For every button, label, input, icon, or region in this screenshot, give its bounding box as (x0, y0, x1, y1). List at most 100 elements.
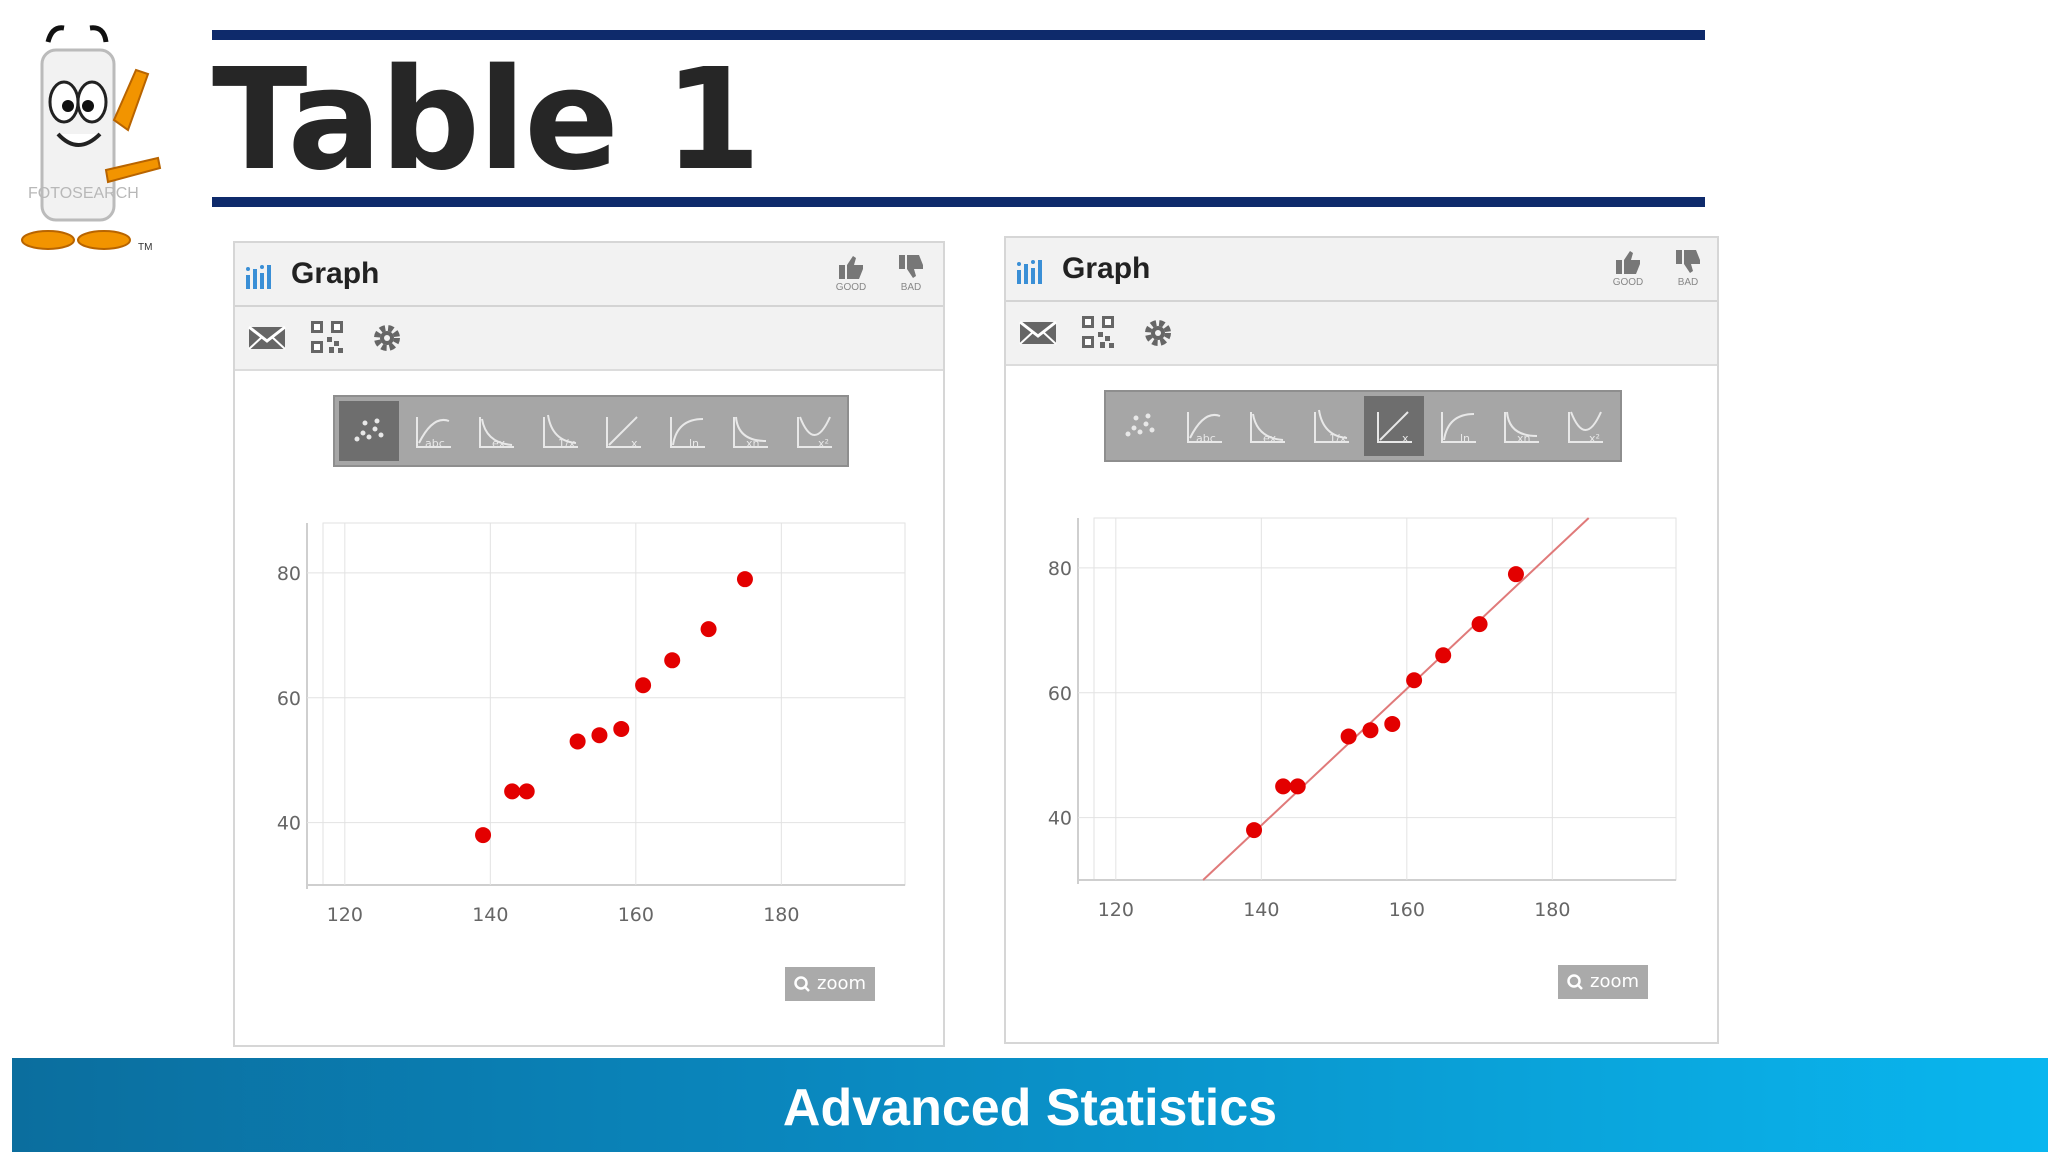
x-tick-label: 120 (1098, 899, 1134, 921)
thumbs-up-icon (1616, 251, 1640, 274)
y-tick-label: 40 (1048, 808, 1072, 830)
power-icon: xn (1504, 411, 1539, 445)
data-point (1289, 778, 1306, 795)
svg-text:ex: ex (492, 437, 506, 450)
title-rule-top (212, 30, 1705, 40)
bad-button[interactable]: BAD (1666, 246, 1710, 294)
data-point (1435, 647, 1452, 664)
x-tick-label: 140 (1243, 899, 1279, 921)
regression-button-power[interactable]: xn (1491, 396, 1551, 456)
regression-button-logarithmic[interactable]: ln (657, 401, 717, 461)
data-point (1507, 566, 1524, 583)
gear-icon[interactable] (367, 321, 407, 355)
exponential-icon: ex (479, 417, 514, 450)
panel-header: Graph GOOD BAD (235, 243, 943, 307)
polynomial-abc-icon: abc (1186, 412, 1222, 445)
qr-code-icon[interactable] (307, 321, 347, 355)
panel-toolbar (235, 307, 943, 371)
svg-text:x²: x² (1589, 432, 1600, 445)
scatter-plot: 120 140 160 180 40 60 80 (277, 522, 906, 926)
gear-icon[interactable] (1138, 316, 1178, 350)
regression-button-logarithmic[interactable]: ln (1428, 396, 1488, 456)
panel-toolbar (1006, 302, 1717, 366)
thumbs-down-icon (1676, 250, 1700, 273)
trend-line (1202, 517, 1590, 881)
data-point (1471, 616, 1488, 633)
good-button[interactable]: GOOD (1606, 246, 1650, 294)
thumbs-down-icon (899, 255, 923, 278)
x-tick-label: 120 (327, 904, 363, 926)
svg-text:TM: TM (138, 242, 152, 250)
y-tick-label: 60 (277, 688, 301, 710)
y-tick-label: 40 (277, 813, 301, 835)
logarithmic-icon: ln (669, 417, 705, 450)
svg-text:FOTOSEARCH: FOTOSEARCH (28, 185, 139, 202)
magnifier-icon (1567, 974, 1583, 990)
bar-chart-icon (246, 265, 271, 289)
regression-type-palette: abc ex 1/x x ln xn x² (333, 395, 849, 467)
regression-button-polynomial-abc[interactable]: abc (403, 401, 463, 461)
email-icon[interactable] (247, 321, 287, 355)
regression-button-exponential[interactable]: ex (1237, 396, 1297, 456)
scatter-icon (354, 418, 384, 442)
email-icon[interactable] (1018, 316, 1058, 350)
data-point (1406, 672, 1423, 689)
svg-text:xn: xn (1517, 432, 1531, 445)
data-point (700, 621, 717, 638)
power-icon: xn (733, 416, 768, 450)
linear-icon: x (606, 416, 641, 450)
footer-bar: Advanced Statistics (12, 1058, 2048, 1152)
regression-button-inverse[interactable]: 1/x (1301, 396, 1361, 456)
regression-type-palette: abc ex 1/x x ln xn x² (1104, 390, 1622, 462)
svg-text:xn: xn (746, 437, 760, 450)
x-tick-label: 160 (1389, 899, 1425, 921)
data-point (664, 652, 681, 669)
regression-button-quadratic[interactable]: x² (784, 401, 844, 461)
regression-button-linear[interactable]: x (1364, 396, 1424, 456)
panel-header: Graph GOOD BAD (1006, 238, 1717, 302)
zoom-button[interactable]: zoom (785, 967, 875, 1001)
inverse-icon: 1/x (1313, 409, 1349, 445)
data-point (1340, 728, 1357, 745)
svg-text:1/x: 1/x (558, 437, 576, 450)
regression-button-linear[interactable]: x (593, 401, 653, 461)
quadratic-icon: x² (796, 416, 832, 450)
y-tick-label: 60 (1048, 683, 1072, 705)
regression-button-polynomial-abc[interactable]: abc (1174, 396, 1234, 456)
data-point (569, 733, 586, 750)
y-tick-label: 80 (277, 563, 301, 585)
svg-text:x: x (631, 437, 638, 450)
title-rule-bottom (212, 197, 1705, 207)
data-point (1246, 822, 1263, 839)
thumbs-up-icon (839, 256, 863, 279)
regression-button-power[interactable]: xn (720, 401, 780, 461)
slide-title: Table 1 (212, 39, 761, 202)
mascot-logo: FOTOSEARCH TM (21, 25, 162, 250)
data-point (1275, 778, 1292, 795)
data-point (736, 571, 753, 588)
linear-icon: x (1377, 411, 1412, 445)
regression-button-quadratic[interactable]: x² (1555, 396, 1615, 456)
regression-button-scatter[interactable] (339, 401, 399, 461)
scatter-plot: 120 140 160 180 40 60 80 (1048, 517, 1677, 921)
regression-button-exponential[interactable]: ex (466, 401, 526, 461)
good-button[interactable]: GOOD (829, 251, 873, 299)
bad-button[interactable]: BAD (889, 251, 933, 299)
data-point (613, 720, 630, 737)
data-point (1362, 722, 1379, 739)
regression-button-scatter[interactable] (1110, 396, 1170, 456)
svg-text:ln: ln (1460, 432, 1470, 445)
svg-text:abc: abc (425, 437, 445, 450)
svg-text:ex: ex (1263, 432, 1277, 445)
x-tick-label: 180 (1534, 899, 1570, 921)
panel-title: Graph (1062, 252, 1151, 285)
zoom-button[interactable]: zoom (1558, 965, 1648, 999)
graph-panel-left: Graph GOOD BAD abc ex 1/x x ln xn x² 120 140 160… (233, 241, 945, 1047)
data-point (475, 827, 492, 844)
regression-button-inverse[interactable]: 1/x (530, 401, 590, 461)
data-point (1384, 715, 1401, 732)
qr-code-icon[interactable] (1078, 316, 1118, 350)
data-point (504, 783, 521, 800)
magnifier-icon (794, 976, 810, 992)
footer-title: Advanced Statistics (782, 1079, 1278, 1137)
